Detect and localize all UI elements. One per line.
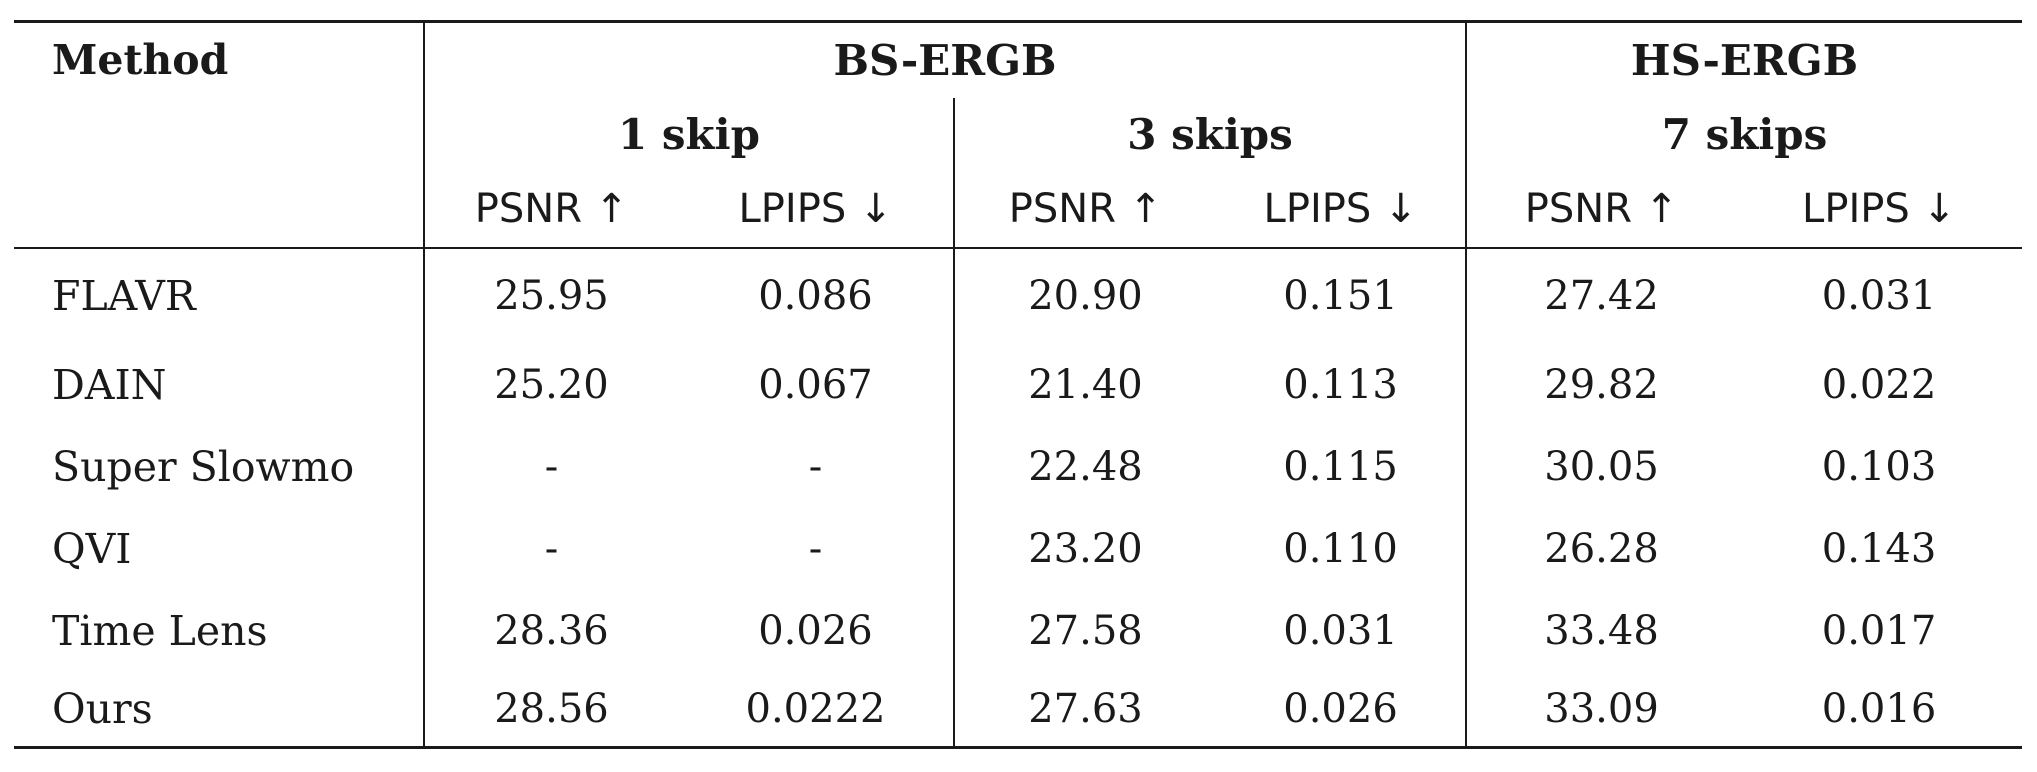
group-header-bs-ergb: BS-ERGB	[422, 20, 1467, 98]
value-cell: 0.151	[1283, 273, 1398, 319]
value-cell: 0.031	[1283, 607, 1398, 654]
method-header: Method	[14, 20, 424, 98]
metric-header: PSNR ↑	[1465, 171, 1737, 249]
value-cell: -	[423, 507, 678, 590]
value-cell: 27.58	[953, 589, 1216, 672]
value-cell: 0.0222	[678, 671, 954, 749]
value-cell: -	[808, 443, 823, 490]
method-name: FLAVR	[52, 272, 196, 320]
value-cell: 26.28	[1465, 507, 1737, 590]
value-cell: 22.48	[953, 425, 1216, 508]
value-cell: 0.115	[1283, 443, 1398, 490]
value-cell: 30.05	[1465, 425, 1737, 508]
value-cell: 0.016	[1736, 671, 2023, 749]
subgroup-header-3-skips: 3 skips	[952, 97, 1467, 172]
value-cell: 33.48	[1465, 589, 1737, 672]
value-cell: 0.067	[758, 361, 873, 408]
metric-header: PSNR ↑	[953, 171, 1216, 249]
value-cell: 0.110	[1283, 525, 1398, 572]
table-row: Super Slowmo - - 22.48 0.115 30.05 0.103	[14, 425, 2022, 508]
table-row: DAIN 25.20 0.067 21.40 0.113 29.82 0.022	[14, 343, 2022, 426]
value-cell: 28.56	[423, 671, 678, 749]
value-cell: 25.95	[423, 247, 678, 344]
value-cell: 0.113	[1283, 361, 1398, 408]
method-name: Ours	[14, 671, 424, 749]
results-table: Method BS-ERGB HS-ERGB 1 skip 3 skips 7 …	[14, 20, 2023, 749]
value-cell: 29.82	[1465, 343, 1737, 426]
value-cell: 28.36	[423, 589, 678, 672]
method-header-spacer	[14, 171, 424, 249]
metric-header: PSNR ↑	[423, 171, 678, 249]
table-row: Time Lens 28.36 0.026 27.58 0.031 33.48 …	[14, 589, 2022, 672]
metric-header: LPIPS ↓	[1736, 171, 2023, 249]
value-cell: 27.42	[1465, 247, 1737, 344]
value-cell: 0.143	[1821, 525, 1937, 572]
table-row: Ours 28.56 0.0222 27.63 0.026 33.09 0.01…	[14, 671, 2023, 749]
value-cell: 0.103	[1821, 443, 1937, 490]
value-cell: 25.20	[423, 343, 678, 426]
group-header-hs-ergb: HS-ERGB	[1465, 20, 2023, 98]
value-cell: 33.09	[1465, 671, 1737, 749]
method-name: DAIN	[52, 360, 167, 409]
value-cell: 0.086	[758, 273, 873, 319]
method-name: Super Slowmo	[52, 442, 355, 491]
value-cell: 0.026	[1216, 671, 1467, 749]
value-cell: 27.63	[953, 671, 1216, 749]
method-name: Time Lens	[52, 606, 268, 655]
table-row: FLAVR 25.95 0.086 20.90 0.151 27.42 0.03…	[14, 247, 2022, 344]
subgroup-header-1-skip: 1 skip	[423, 97, 954, 172]
value-cell: 0.017	[1821, 607, 1937, 654]
value-cell: 21.40	[953, 343, 1216, 426]
value-cell: -	[808, 525, 823, 572]
metric-header: LPIPS ↓	[1216, 171, 1467, 249]
method-name: QVI	[52, 524, 132, 573]
subgroup-header-7-skips: 7 skips	[1465, 97, 2023, 172]
table-row: QVI - - 23.20 0.110 26.28 0.143	[14, 507, 2022, 590]
metric-header: LPIPS ↓	[678, 171, 954, 249]
value-cell: -	[423, 425, 678, 508]
value-cell: 20.90	[953, 247, 1216, 344]
value-cell: 23.20	[953, 507, 1216, 590]
method-header-spacer	[14, 98, 424, 172]
value-cell: 0.026	[758, 607, 873, 654]
value-cell: 0.022	[1821, 361, 1937, 408]
value-cell: 0.031	[1821, 273, 1937, 319]
